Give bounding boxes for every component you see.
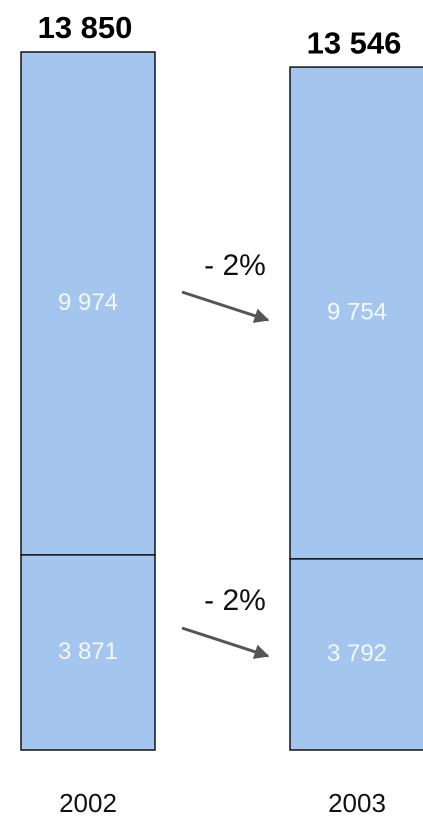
- x-tick-label: 2003: [328, 788, 386, 818]
- value-label: 9 754: [327, 298, 387, 325]
- bar-segment: [20, 554, 156, 751]
- arrow: [181, 290, 270, 323]
- total-label: 13 850: [38, 10, 133, 45]
- annotation: - 2%: [204, 249, 266, 282]
- bar-segment: [20, 51, 156, 556]
- bar-segment: [289, 66, 423, 560]
- arrow: [181, 626, 270, 659]
- annotation: - 2%: [204, 584, 266, 617]
- value-label: 9 974: [58, 289, 118, 316]
- x-tick-label: 2002: [59, 788, 117, 818]
- total-label: 13 546: [307, 25, 402, 60]
- value-label: 3 871: [58, 638, 118, 665]
- value-label: 3 792: [327, 640, 387, 667]
- bar-segment: [289, 558, 423, 751]
